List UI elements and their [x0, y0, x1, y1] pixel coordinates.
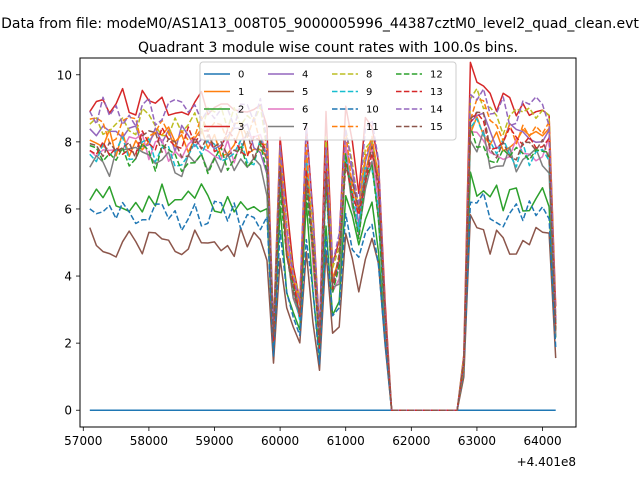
series-line-5 — [89, 214, 557, 411]
series-line-14 — [89, 88, 557, 411]
x-tick-label: 57000 — [64, 434, 102, 448]
x-tick-label: 59000 — [195, 434, 233, 448]
legend-label-12: 12 — [430, 70, 443, 81]
legend-label-11: 11 — [366, 122, 379, 133]
x-tick-label: 62000 — [392, 434, 430, 448]
legend-label-14: 14 — [430, 105, 443, 116]
x-tick-label: 64000 — [523, 434, 561, 448]
legend-label-13: 13 — [430, 87, 443, 98]
x-axis: 57000 58000 59000 60000 61000 62000 63000 64000 — [64, 427, 562, 448]
x-tick-label: 63000 — [458, 434, 496, 448]
legend-label-3: 3 — [238, 122, 244, 133]
y-tick-label: 2 — [64, 337, 72, 351]
figure-suptitle: Data from file: modeM0/AS1A13_008T05_900… — [1, 16, 639, 32]
y-tick-label: 10 — [57, 68, 72, 82]
legend-label-6: 6 — [302, 105, 308, 116]
y-tick-label: 0 — [64, 404, 72, 418]
y-axis: 0 2 4 6 8 10 — [57, 68, 80, 418]
x-tick-label: 60000 — [261, 434, 299, 448]
x-offset-label: +4.401e8 — [517, 455, 576, 469]
series-line-13 — [89, 111, 557, 411]
legend-label-8: 8 — [366, 70, 372, 81]
legend-label-5: 5 — [302, 87, 308, 98]
axes-title: Quadrant 3 module wise count rates with … — [138, 40, 518, 56]
series-line-10 — [89, 192, 557, 411]
legend-label-9: 9 — [366, 87, 372, 98]
y-tick-label: 4 — [64, 270, 72, 284]
y-tick-label: 8 — [64, 135, 72, 149]
x-tick-label: 58000 — [130, 434, 168, 448]
legend-label-7: 7 — [302, 122, 308, 133]
legend-label-10: 10 — [366, 105, 379, 116]
legend-label-0: 0 — [238, 70, 244, 81]
legend-label-1: 1 — [238, 87, 244, 98]
y-tick-label: 6 — [64, 202, 72, 216]
axes-frame — [79, 57, 577, 428]
legend-label-2: 2 — [238, 105, 244, 116]
legend-label-4: 4 — [302, 70, 308, 81]
legend-label-15: 15 — [430, 122, 443, 133]
x-tick-label: 61000 — [327, 434, 365, 448]
series-line-15 — [89, 111, 557, 411]
series-layer — [89, 61, 557, 411]
legend-box — [199, 61, 457, 141]
